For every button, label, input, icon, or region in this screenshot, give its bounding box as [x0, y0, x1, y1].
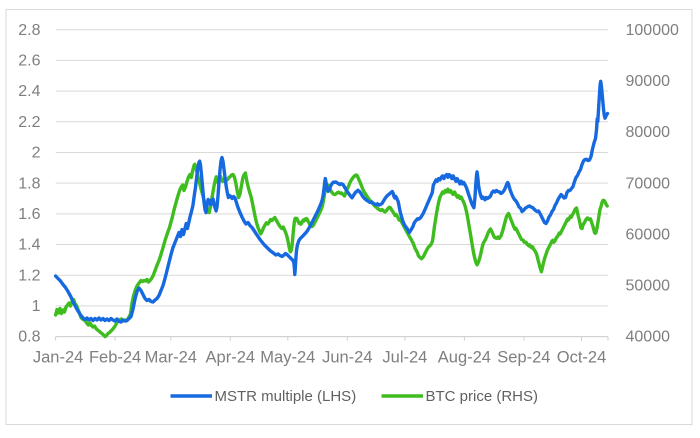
- svg-text:BTC price (RHS): BTC price (RHS): [426, 388, 539, 405]
- svg-text:1.4: 1.4: [18, 237, 40, 254]
- svg-text:50000: 50000: [626, 278, 671, 295]
- svg-text:1.6: 1.6: [18, 206, 40, 223]
- svg-text:1: 1: [32, 298, 41, 315]
- svg-text:Mar-24: Mar-24: [145, 348, 197, 366]
- svg-text:May-24: May-24: [260, 348, 315, 366]
- svg-text:1.2: 1.2: [18, 267, 40, 284]
- svg-text:70000: 70000: [626, 175, 671, 192]
- svg-text:2: 2: [32, 145, 41, 162]
- svg-text:Sep-24: Sep-24: [497, 348, 550, 366]
- svg-text:Jan-24: Jan-24: [33, 348, 83, 366]
- svg-text:2.2: 2.2: [18, 114, 40, 131]
- svg-text:2.6: 2.6: [18, 52, 40, 69]
- svg-text:Feb-24: Feb-24: [89, 348, 141, 366]
- svg-text:40000: 40000: [626, 329, 671, 346]
- svg-text:90000: 90000: [626, 73, 671, 90]
- svg-text:80000: 80000: [626, 124, 671, 141]
- svg-text:100000: 100000: [626, 22, 679, 39]
- svg-text:Jun-24: Jun-24: [322, 348, 372, 366]
- svg-text:2.4: 2.4: [18, 83, 40, 100]
- svg-text:1.8: 1.8: [18, 175, 40, 192]
- svg-text:2.8: 2.8: [18, 22, 40, 39]
- svg-text:Apr-24: Apr-24: [206, 348, 256, 366]
- svg-text:Aug-24: Aug-24: [438, 348, 491, 366]
- svg-text:60000: 60000: [626, 226, 671, 243]
- svg-text:MSTR multiple (LHS): MSTR multiple (LHS): [215, 388, 357, 405]
- svg-text:0.8: 0.8: [18, 329, 40, 346]
- svg-text:Oct-24: Oct-24: [557, 348, 607, 366]
- svg-text:Jul-24: Jul-24: [382, 348, 427, 366]
